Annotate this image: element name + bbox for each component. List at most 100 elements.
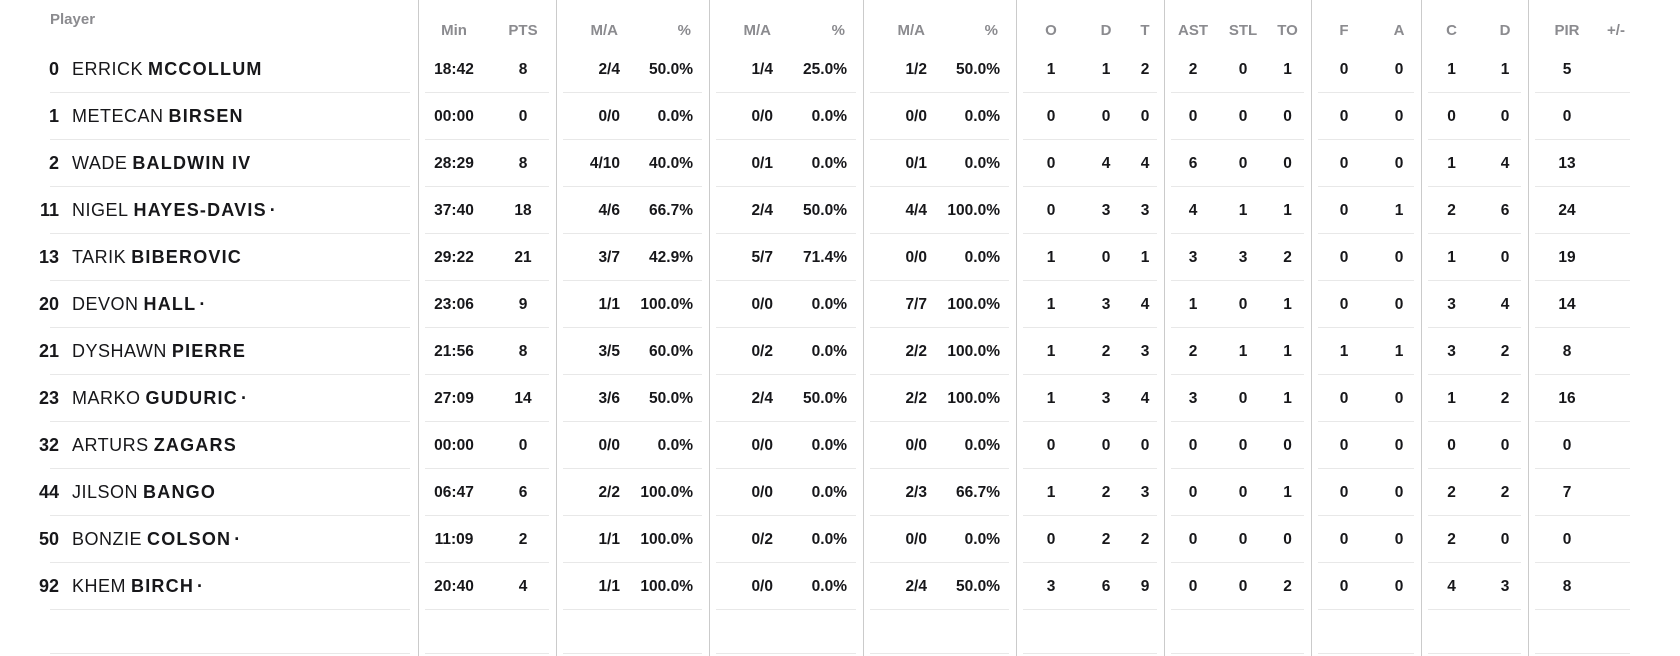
stat-total-reb: 4 xyxy=(1140,295,1150,313)
stat-2pt-made-attempted: 0/0 xyxy=(598,107,620,125)
player-last-name: BIBEROVIC xyxy=(131,247,242,267)
player-last-name: BIRSEN xyxy=(168,106,244,126)
table-row[interactable]: 13 TARIK BIBEROVIC 29:22 21 3/7 42.9% 5/… xyxy=(0,234,1680,281)
stat-total-reb: 3 xyxy=(1140,342,1150,360)
stat-assists: 3 xyxy=(1188,389,1198,407)
stat-steals: 1 xyxy=(1238,342,1248,360)
stat-points: 0 xyxy=(518,436,528,454)
stat-off-reb: 0 xyxy=(1046,154,1056,172)
stat-pir: 0 xyxy=(1562,436,1572,454)
stat-def-reb: 6 xyxy=(1101,577,1111,595)
player-name: NIGEL HAYES-DAVIS · xyxy=(62,200,418,221)
stat-turnovers: 2 xyxy=(1283,248,1292,266)
column-divider xyxy=(1528,0,1529,656)
column-header-ft-made-attempted: M/A xyxy=(897,22,926,39)
stat-ft-percent: 0.0% xyxy=(964,248,1000,266)
stat-3pt-made-attempted: 0/2 xyxy=(751,342,773,360)
stat-2pt-percent: 100.0% xyxy=(640,295,693,313)
stat-steals: 0 xyxy=(1238,436,1248,454)
column-divider xyxy=(863,0,864,656)
stat-def-reb: 3 xyxy=(1101,389,1111,407)
stat-total-reb: 9 xyxy=(1140,577,1150,595)
table-row[interactable]: 1 METECAN BIRSEN 00:00 0 0/0 0.0% 0/0 0.… xyxy=(0,93,1680,140)
stat-minutes: 23:06 xyxy=(434,295,474,313)
stat-3pt-percent: 71.4% xyxy=(803,248,847,266)
stat-pir: 14 xyxy=(1558,295,1576,313)
stat-c: 1 xyxy=(1447,248,1456,266)
player-first-name: BONZIE xyxy=(72,529,143,549)
stat-f: 0 xyxy=(1339,154,1349,172)
stat-f: 0 xyxy=(1339,483,1349,501)
player-first-name: DEVON xyxy=(72,294,139,314)
stat-2pt-made-attempted: 4/10 xyxy=(589,154,620,172)
table-row[interactable]: 23 MARKO GUDURIC · 27:09 14 3/6 50.0% 2/4… xyxy=(0,375,1680,422)
stat-2pt-percent: 66.7% xyxy=(649,201,693,219)
stat-total-reb: 0 xyxy=(1140,436,1150,454)
player-number: 1 xyxy=(48,106,59,126)
stat-ft-percent: 0.0% xyxy=(964,154,1000,172)
stat-steals: 0 xyxy=(1238,107,1248,125)
stat-ft-percent: 100.0% xyxy=(947,342,1000,360)
stat-total-reb: 4 xyxy=(1140,154,1150,172)
stat-total-reb: 2 xyxy=(1140,60,1150,78)
stat-turnovers: 2 xyxy=(1283,577,1292,595)
stat-ft-percent: 100.0% xyxy=(947,389,1000,407)
stat-a: 0 xyxy=(1394,530,1404,548)
stat-3pt-made-attempted: 2/4 xyxy=(751,389,773,407)
stat-3pt-made-attempted: 0/0 xyxy=(751,483,773,501)
stat-2pt-percent: 40.0% xyxy=(649,154,693,172)
stat-f: 0 xyxy=(1339,248,1349,266)
player-first-name: TARIK xyxy=(72,247,127,267)
stat-ft-percent: 50.0% xyxy=(956,60,1000,78)
stat-2pt-made-attempted: 3/5 xyxy=(598,342,620,360)
table-row[interactable]: 2 WADE BALDWIN IV 28:29 8 4/10 40.0% 0/1… xyxy=(0,140,1680,187)
table-row[interactable]: 50 BONZIE COLSON · 11:09 2 1/1 100.0% 0/2… xyxy=(0,516,1680,563)
player-number: 32 xyxy=(38,435,59,455)
table-row-partial xyxy=(0,610,1680,654)
stat-turnovers: 1 xyxy=(1283,295,1292,313)
column-header-3pt-made-attempted: M/A xyxy=(743,22,772,39)
table-row[interactable]: 20 DEVON HALL · 23:06 9 1/1 100.0% 0/0 0.… xyxy=(0,281,1680,328)
stat-assists: 0 xyxy=(1188,483,1198,501)
stat-3pt-made-attempted: 5/7 xyxy=(751,248,773,266)
stat-def-reb: 3 xyxy=(1101,295,1111,313)
table-row[interactable]: 11 NIGEL HAYES-DAVIS · 37:40 18 4/6 66.7%… xyxy=(0,187,1680,234)
stat-ft-percent: 100.0% xyxy=(947,201,1000,219)
stat-3pt-made-attempted: 0/0 xyxy=(751,107,773,125)
column-header-ft-percent: % xyxy=(984,22,998,39)
player-name: DEVON HALL · xyxy=(62,294,418,315)
stat-a: 1 xyxy=(1394,201,1404,219)
column-header-steals: STL xyxy=(1228,22,1258,39)
table-row[interactable]: 44 JILSON BANGO 06:47 6 2/2 100.0% 0/0 0… xyxy=(0,469,1680,516)
player-last-name: MCCOLLUM xyxy=(148,59,263,79)
table-row[interactable]: 32 ARTURS ZAGARS 00:00 0 0/0 0.0% 0/0 0.… xyxy=(0,422,1680,469)
stat-assists: 4 xyxy=(1188,201,1198,219)
stat-def-reb: 0 xyxy=(1101,436,1111,454)
stat-assists: 0 xyxy=(1188,577,1198,595)
table-row[interactable]: 0 ERRICK MCCOLLUM 18:42 8 2/4 50.0% 1/4 … xyxy=(0,46,1680,93)
player-last-name: COLSON xyxy=(147,529,232,549)
stat-turnovers: 0 xyxy=(1283,530,1292,548)
stat-ft-percent: 0.0% xyxy=(964,107,1000,125)
stat-minutes: 06:47 xyxy=(434,483,474,501)
player-name: METECAN BIRSEN xyxy=(62,106,418,127)
stat-3pt-made-attempted: 0/0 xyxy=(751,577,773,595)
stat-def-reb: 0 xyxy=(1101,248,1111,266)
stat-minutes: 29:22 xyxy=(434,248,474,266)
player-first-name: JILSON xyxy=(72,482,139,502)
stat-c: 3 xyxy=(1447,342,1456,360)
player-number: 0 xyxy=(48,59,59,79)
starter-indicator: · xyxy=(269,200,276,220)
table-row[interactable]: 92 KHEM BIRCH · 20:40 4 1/1 100.0% 0/0 0.… xyxy=(0,563,1680,610)
stat-a: 0 xyxy=(1394,107,1404,125)
column-divider xyxy=(1016,0,1017,656)
stat-3pt-made-attempted: 1/4 xyxy=(751,60,773,78)
column-divider xyxy=(1164,0,1165,656)
player-first-name: ERRICK xyxy=(72,59,144,79)
stat-d: 4 xyxy=(1500,154,1510,172)
stat-3pt-percent: 0.0% xyxy=(811,577,847,595)
stat-total-reb: 1 xyxy=(1140,248,1150,266)
table-row[interactable]: 21 DYSHAWN PIERRE 21:56 8 3/5 60.0% 0/2 … xyxy=(0,328,1680,375)
stat-f: 0 xyxy=(1339,60,1349,78)
